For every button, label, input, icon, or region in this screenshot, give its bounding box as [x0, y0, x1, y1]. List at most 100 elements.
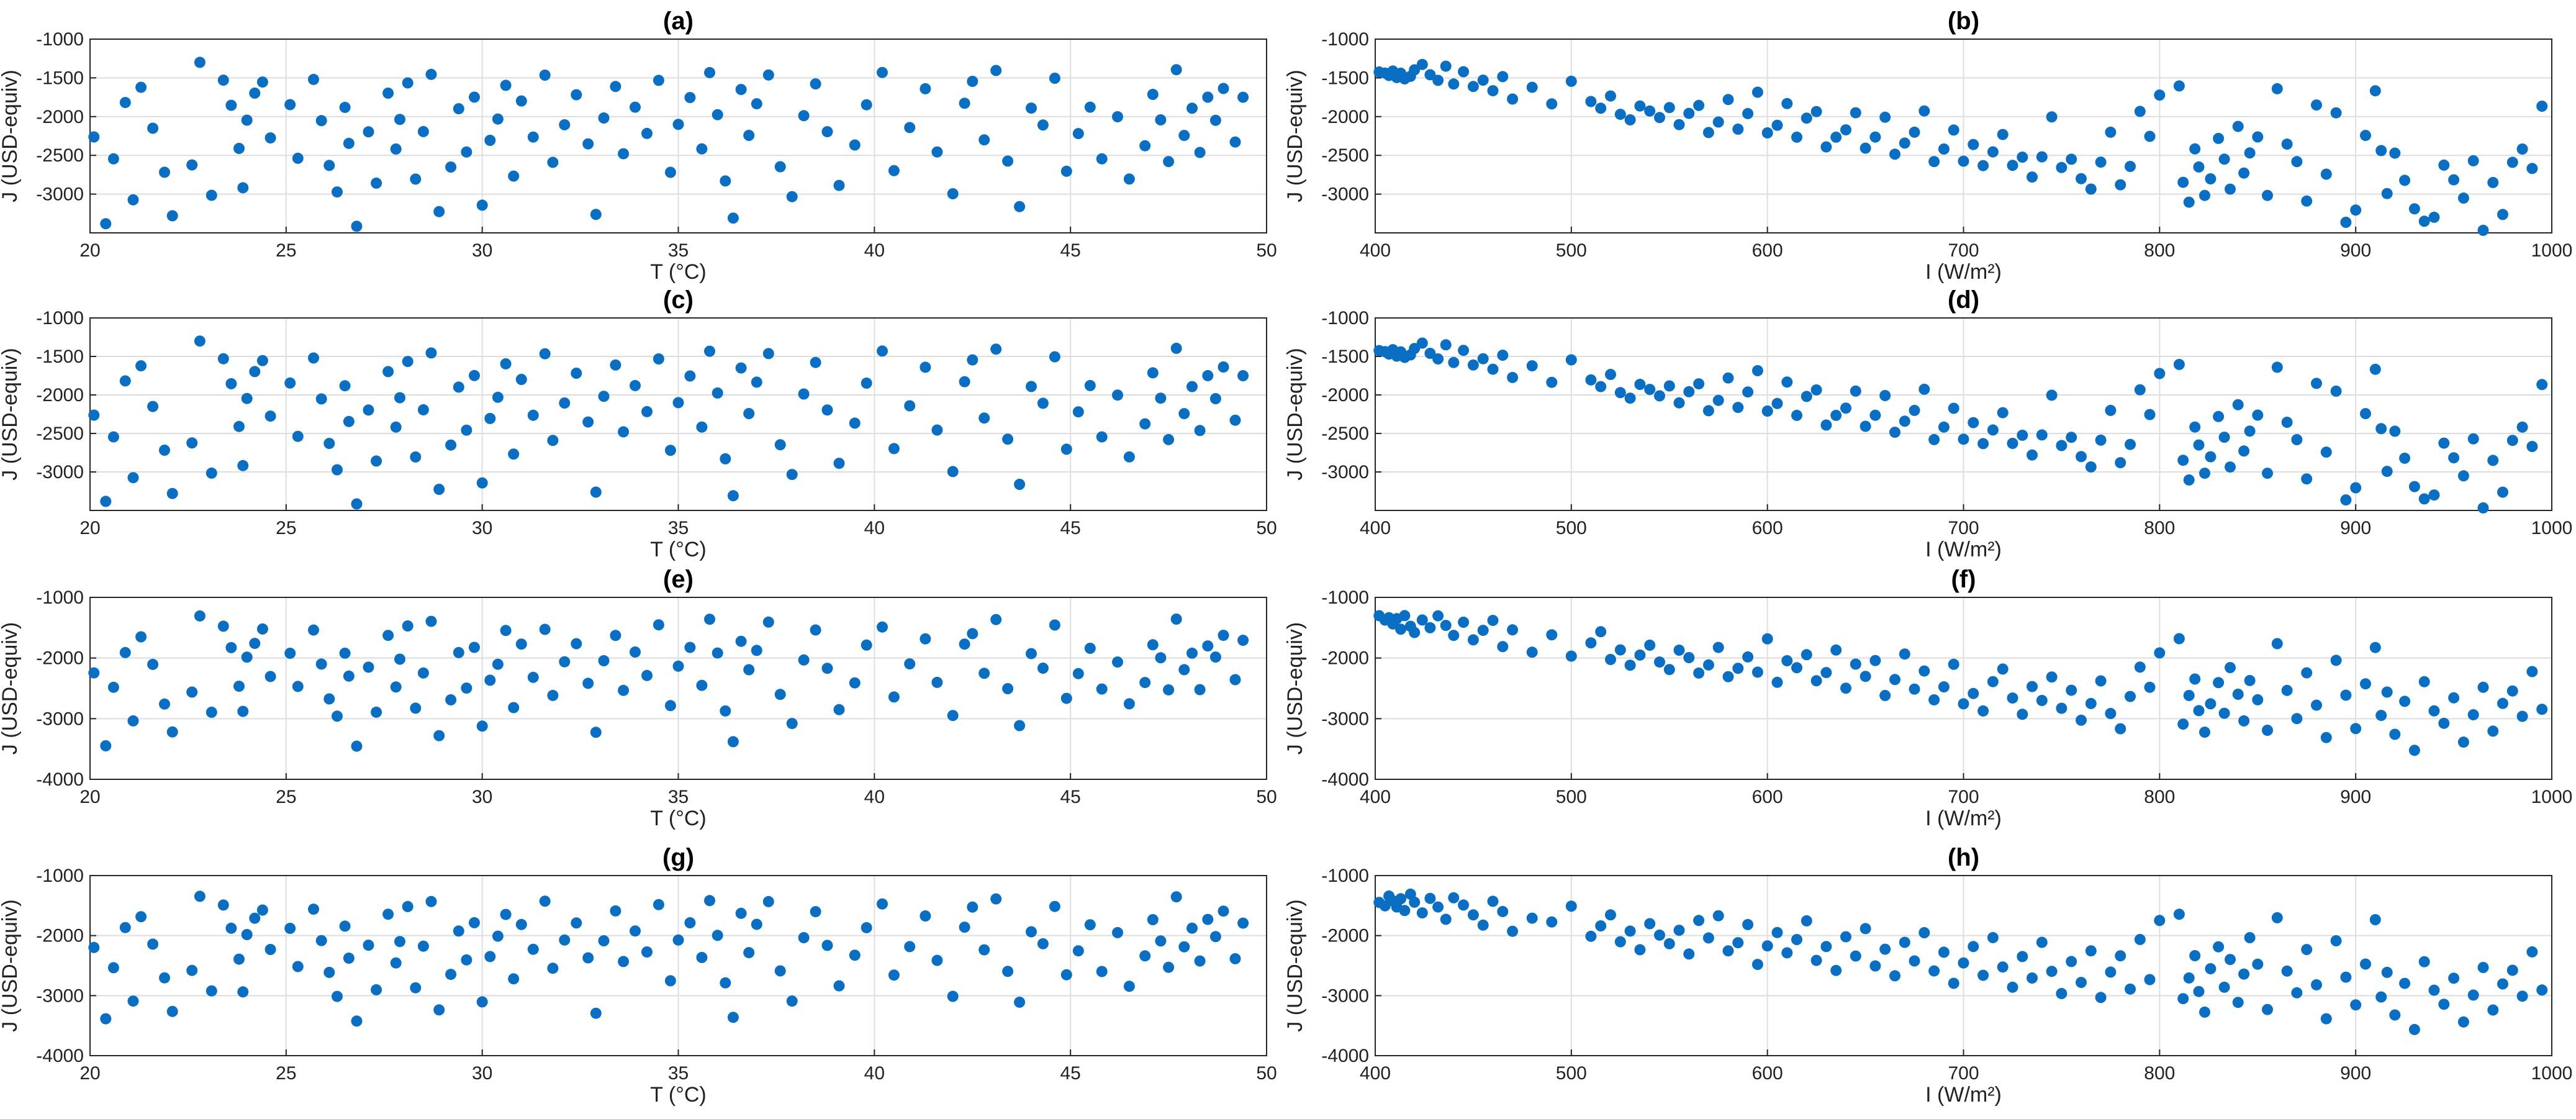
chart-e-point [990, 614, 1002, 625]
chart-h-point [2193, 985, 2205, 997]
chart-d-point [1448, 356, 1460, 368]
chart-a-point [547, 156, 559, 168]
chart-c-point [147, 401, 159, 412]
chart-b-point [1448, 78, 1460, 90]
chart-d-point [1409, 343, 1421, 355]
chart-g-point [1202, 913, 1214, 925]
chart-a-point [630, 101, 641, 113]
chart-e-point [159, 698, 170, 710]
chart-g-point [527, 943, 539, 955]
chart-h-x-tick-label: 500 [1556, 1063, 1587, 1084]
chart-a-point [1186, 102, 1198, 114]
chart-c-point [1209, 393, 1221, 404]
chart-f-y-tick-label: -2000 [1321, 648, 1369, 669]
chart-h-point [2056, 988, 2068, 999]
chart-c-point [810, 356, 821, 368]
chart-c-point [135, 360, 147, 372]
chart-a-title: (a) [663, 7, 694, 35]
chart-d-point [1644, 384, 1656, 396]
chart-e-point [559, 656, 571, 668]
chart-d-point [2085, 461, 2097, 473]
chart-e-point [978, 668, 990, 679]
chart-a-point [1112, 111, 1123, 122]
chart-h-point [2232, 997, 2244, 1008]
chart-h-x-tick-label: 900 [2340, 1063, 2371, 1084]
chart-e-point [1229, 674, 1241, 686]
chart-f-point [2497, 697, 2508, 709]
chart-a-point [256, 76, 268, 88]
chart-g-point [1194, 955, 1206, 967]
chart-b-point [2183, 196, 2195, 208]
chart-b-point [2095, 156, 2107, 168]
chart-b-point [1424, 69, 1436, 81]
chart-g-point [559, 934, 571, 946]
chart-d-x-tick-label: 700 [1948, 518, 1979, 538]
chart-g-point [343, 953, 355, 964]
chart-c-point [571, 368, 582, 379]
chart-h-point [2375, 991, 2387, 1003]
chart-h-point [1810, 954, 1822, 966]
chart-a-point [461, 146, 472, 158]
chart-a-point [931, 146, 943, 158]
chart-b-point [2311, 99, 2322, 111]
chart-f-point [2046, 671, 2058, 683]
chart-b-point [2526, 163, 2538, 174]
chart-h-point [1997, 961, 2009, 973]
chart-g-point [990, 893, 1002, 905]
chart-a-point [135, 81, 147, 93]
chart-d-point [1663, 380, 1675, 392]
chart-d-point [1487, 363, 1499, 375]
chart-d-point [1742, 386, 1754, 398]
chart-g-point [371, 984, 382, 995]
chart-f-point [2311, 699, 2322, 711]
chart-g-x-tick-label: 20 [79, 1063, 100, 1084]
chart-e-point [402, 620, 414, 632]
chart-e-point [453, 646, 464, 658]
chart-b-point [1889, 148, 1900, 160]
chart-g-point [888, 969, 900, 981]
chart-f-point [2381, 686, 2393, 698]
chart-f-point [2506, 685, 2518, 697]
chart-a-x-tick-label: 45 [1060, 240, 1080, 261]
chart-f-y-tick-label: -3000 [1321, 709, 1369, 729]
chart-c-point [107, 431, 119, 443]
chart-a-point [610, 81, 621, 93]
chart-g-point [590, 1007, 602, 1019]
chart-b-point [1487, 85, 1499, 97]
chart-e-point [186, 686, 198, 698]
chart-h-point [2213, 941, 2225, 953]
chart-f-point [2134, 661, 2146, 673]
chart-f-point [1987, 676, 1999, 687]
chart-e-point [225, 641, 237, 653]
chart-c-point [402, 356, 414, 368]
chart-g-point [727, 1012, 739, 1023]
chart-f-point [2340, 689, 2352, 701]
chart-g-point [598, 935, 610, 946]
chart-b-point [2154, 89, 2166, 101]
chart-f-point [1409, 627, 1421, 638]
chart-a-point [559, 119, 571, 130]
chart-e-point [508, 702, 520, 714]
chart-e-point [653, 619, 664, 631]
chart-d-point [2199, 468, 2210, 479]
chart-h-point [1683, 948, 1695, 960]
chart-h-point [2105, 966, 2117, 978]
chart-b-point [2497, 209, 2508, 220]
chart-d-point [2448, 452, 2460, 464]
chart-a-point [382, 88, 394, 99]
chart-h-point [1624, 925, 1636, 937]
chart-b-point [1595, 102, 1607, 114]
chart-c-point [641, 405, 653, 417]
chart-h-point [1987, 931, 1999, 943]
chart-c-point [672, 397, 684, 409]
chart-b-point [2125, 161, 2136, 172]
chart-f-y-axis-label: J (USD-equiv) [1283, 622, 1307, 754]
chart-h-point [1820, 941, 1832, 953]
chart-b-point [1860, 142, 1871, 154]
chart-e-point [1202, 640, 1214, 652]
chart-g-point [88, 941, 100, 953]
chart-d-point [2428, 489, 2440, 501]
chart-a-y-tick-label: -1500 [36, 68, 84, 88]
chart-e-point [888, 691, 900, 703]
chart-d-point [1801, 391, 1812, 402]
